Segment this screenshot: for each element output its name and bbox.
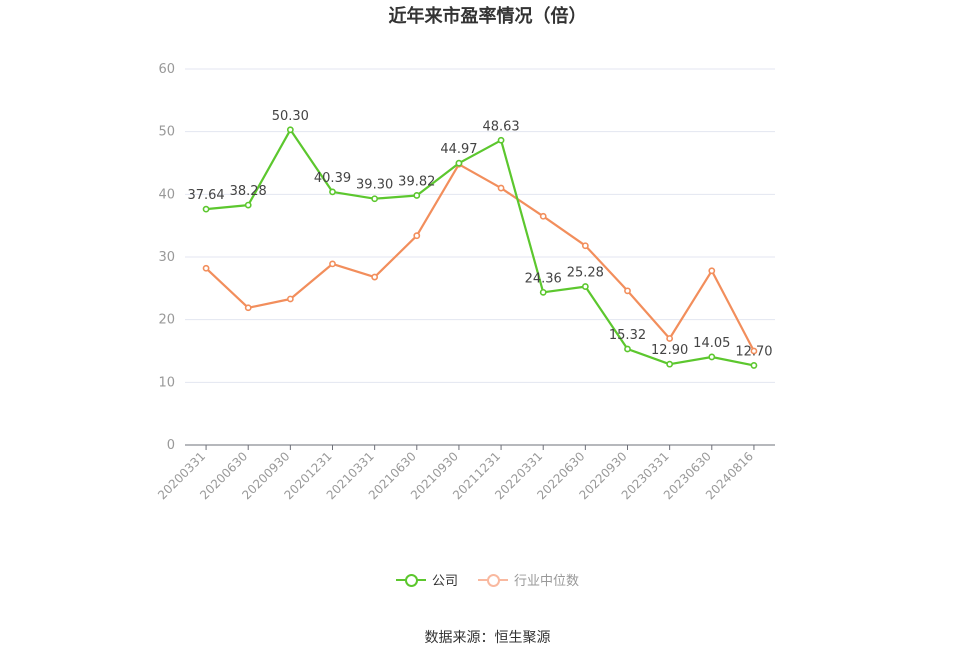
data-label-company: 39.82	[398, 174, 435, 189]
data-label-company: 50.30	[272, 109, 309, 124]
y-tick-label: 50	[158, 125, 175, 140]
point-company	[329, 188, 336, 196]
legend-company-label: 公司	[431, 574, 458, 589]
point-industry-median	[329, 260, 336, 268]
line-chart: 0102030405060202003312020063020200930202…	[155, 62, 775, 502]
point-industry-median	[750, 347, 758, 355]
series-line-industry-median	[205, 163, 755, 352]
data-label-company: 48.63	[482, 119, 519, 134]
point-company	[624, 345, 631, 353]
point-industry-median	[497, 184, 505, 192]
data-label-company: 40.39	[314, 171, 351, 186]
point-industry-median	[581, 242, 589, 250]
point-company	[455, 159, 463, 167]
data-label-company: 12.70	[735, 344, 772, 359]
y-tick-label: 30	[158, 250, 175, 265]
legend-item-industry-median[interactable]: 行业中位数	[478, 570, 579, 589]
legend-industry-marker-icon	[478, 573, 508, 587]
data-label-company: 38.28	[230, 184, 267, 199]
point-industry-median	[708, 267, 716, 275]
y-tick-label: 0	[167, 438, 175, 453]
data-label-company: 39.30	[356, 178, 393, 193]
data-label-company: 15.32	[609, 328, 646, 343]
point-company	[539, 288, 547, 296]
data-label-company: 44.97	[440, 142, 477, 157]
point-industry-median	[624, 287, 631, 295]
point-industry-median	[286, 295, 294, 303]
data-label-company: 12.90	[651, 343, 688, 358]
y-tick-label: 20	[158, 313, 175, 328]
point-industry-median	[413, 232, 421, 240]
point-company	[286, 126, 294, 134]
legend: 公司 行业中位数	[0, 570, 975, 589]
chart-title: 近年来市盈率情况（倍）	[388, 6, 587, 27]
point-company	[581, 283, 589, 290]
point-industry-median	[371, 273, 379, 281]
point-industry-median	[539, 212, 547, 220]
data-label-company: 24.36	[525, 271, 562, 286]
legend-industry-label: 行业中位数	[514, 574, 580, 589]
data-label-company: 37.64	[187, 188, 224, 203]
point-company	[371, 195, 379, 203]
point-company	[666, 360, 674, 368]
point-company	[244, 201, 252, 209]
series-line-company	[205, 128, 755, 367]
data-label-company: 25.28	[567, 266, 604, 281]
y-tick-label: 60	[158, 62, 175, 77]
point-industry-median	[202, 264, 210, 272]
point-industry-median	[666, 335, 674, 342]
point-industry-median	[244, 304, 252, 312]
data-label-company: 14.05	[693, 336, 730, 351]
point-company	[202, 205, 210, 213]
legend-company-marker-icon	[395, 573, 426, 587]
legend-item-company[interactable]: 公司	[395, 570, 458, 589]
data-source-note: 数据来源：恒生聚源	[424, 630, 551, 646]
point-company	[413, 192, 421, 199]
point-company	[708, 353, 716, 361]
point-company	[497, 136, 505, 144]
y-tick-label: 10	[158, 375, 175, 390]
y-tick-label: 40	[158, 187, 175, 202]
point-company	[750, 362, 758, 369]
